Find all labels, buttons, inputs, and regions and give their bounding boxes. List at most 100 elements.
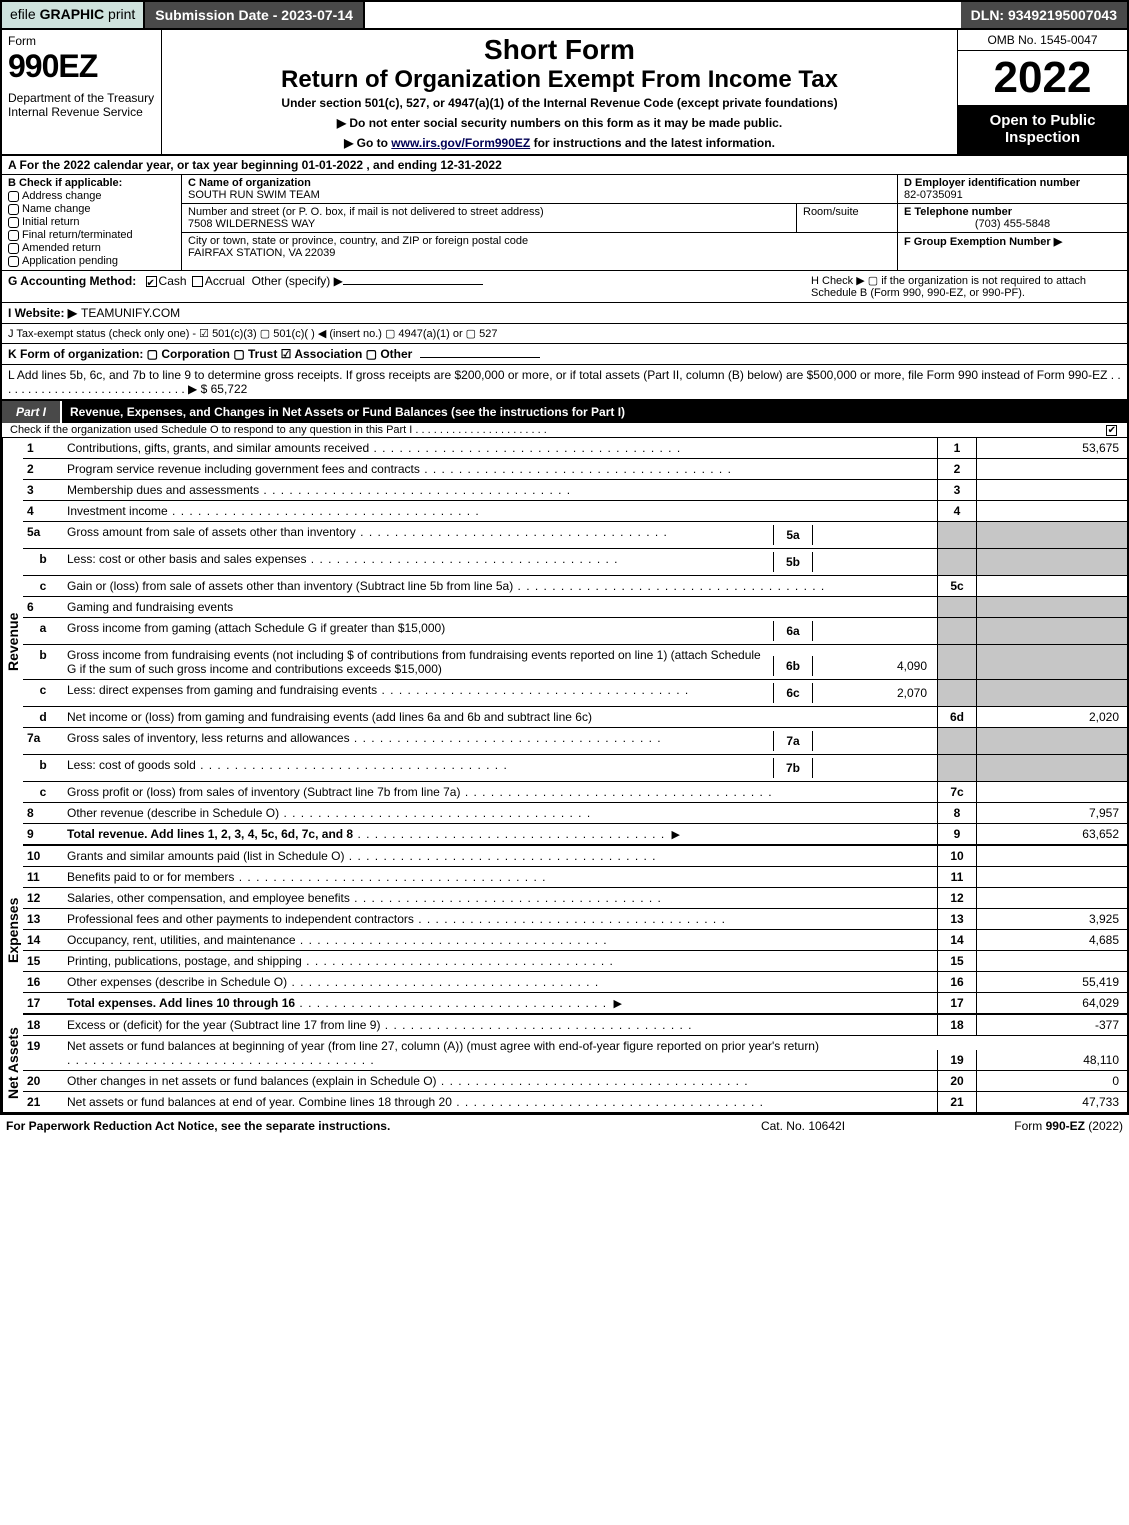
dept-treasury: Department of the Treasury — [8, 91, 155, 105]
e-tel-lbl: E Telephone number — [904, 206, 1012, 218]
omb-number: OMB No. 1545-0047 — [958, 30, 1127, 51]
line-19-amount: 48,110 — [977, 1050, 1127, 1070]
line-13-amount: 3,925 — [977, 909, 1127, 929]
line-6c: c Less: direct expenses from gaming and … — [23, 680, 1127, 707]
line-7b: b Less: cost of goods sold 7b — [23, 755, 1127, 782]
d-ein-lbl: D Employer identification number — [904, 177, 1080, 189]
irs-link[interactable]: www.irs.gov/Form990EZ — [391, 136, 530, 150]
b-initial-return[interactable]: Initial return — [8, 216, 175, 228]
line-6d-amount: 2,020 — [977, 707, 1127, 727]
col-b: B Check if applicable: Address change Na… — [2, 175, 182, 270]
line-g-h: G Accounting Method: Cash Accrual Other … — [0, 271, 1129, 303]
line-11: 11 Benefits paid to or for members 11 — [23, 867, 1127, 888]
under-section: Under section 501(c), 527, or 4947(a)(1)… — [166, 96, 953, 110]
row-a-tax-year: A For the 2022 calendar year, or tax yea… — [0, 156, 1129, 175]
line-20-amount: 0 — [977, 1071, 1127, 1091]
c-city-lbl: City or town, state or province, country… — [188, 235, 528, 247]
header-left: Form 990EZ Department of the Treasury In… — [2, 30, 162, 154]
instr2-pre: ▶ Go to — [344, 136, 391, 150]
topbar-spacer — [365, 2, 961, 28]
f-group-block: F Group Exemption Number ▶ — [898, 233, 1127, 250]
line-16: 16 Other expenses (describe in Schedule … — [23, 972, 1127, 993]
line-1: 1 Contributions, gifts, grants, and simi… — [23, 438, 1127, 459]
c-street: 7508 WILDERNESS WAY — [188, 218, 315, 230]
col-c: C Name of organization SOUTH RUN SWIM TE… — [182, 175, 897, 270]
line-8-amount: 7,957 — [977, 803, 1127, 823]
c-street-lbl: Number and street (or P. O. box, if mail… — [188, 206, 544, 218]
efile-pre: efile — [10, 6, 40, 22]
line-i-website: I Website: ▶TEAMUNIFY.COM — [0, 303, 1129, 324]
line-2: 2 Program service revenue including gove… — [23, 459, 1127, 480]
efile-bold: GRAPHIC — [40, 6, 108, 22]
g-cash-check[interactable] — [146, 276, 157, 287]
c-name-lbl: C Name of organization — [188, 177, 311, 189]
part-1-sub-text: Check if the organization used Schedule … — [10, 424, 1099, 436]
part-1-table: Revenue 1 Contributions, gifts, grants, … — [0, 438, 1129, 1114]
line-17-amount: 64,029 — [977, 993, 1127, 1013]
line-14: 14 Occupancy, rent, utilities, and maint… — [23, 930, 1127, 951]
line-9-amount: 63,652 — [977, 824, 1127, 844]
ssn-warning: ▶ Do not enter social security numbers o… — [166, 116, 953, 130]
tax-year: 2022 — [958, 51, 1127, 106]
efile-graphic-print[interactable]: efile GRAPHIC print — [2, 2, 145, 28]
line-13: 13 Professional fees and other payments … — [23, 909, 1127, 930]
b-application-pending[interactable]: Application pending — [8, 255, 175, 267]
line-8: 8 Other revenue (describe in Schedule O)… — [23, 803, 1127, 824]
instr2-post: for instructions and the latest informat… — [530, 136, 775, 150]
line-6: 6 Gaming and fundraising events — [23, 597, 1127, 618]
form-header: Form 990EZ Department of the Treasury In… — [0, 30, 1129, 156]
line-6a: a Gross income from gaming (attach Sched… — [23, 618, 1127, 645]
d-ein: 82-0735091 — [904, 189, 963, 201]
line-j-tax-exempt: J Tax-exempt status (check only one) - ☑… — [0, 324, 1129, 344]
revenue-side-label: Revenue — [2, 438, 23, 846]
return-title: Return of Organization Exempt From Incom… — [166, 66, 953, 94]
c-street-block: Number and street (or P. O. box, if mail… — [182, 204, 897, 233]
e-tel-block: E Telephone number (703) 455-5848 — [898, 204, 1127, 233]
line-19: 19 Net assets or fund balances at beginn… — [23, 1036, 1127, 1071]
part-1-header: Part I Revenue, Expenses, and Changes in… — [0, 401, 1129, 423]
dln: DLN: 93492195007043 — [961, 2, 1127, 28]
line-5b: b Less: cost or other basis and sales ex… — [23, 549, 1127, 576]
schedule-o-checkbox[interactable] — [1106, 425, 1117, 436]
b-address-change[interactable]: Address change — [8, 190, 175, 202]
submission-date: Submission Date - 2023-07-14 — [145, 2, 365, 28]
section-bcd: B Check if applicable: Address change Na… — [0, 175, 1129, 271]
line-6d: d Net income or (loss) from gaming and f… — [23, 707, 1127, 728]
line-10: 10 Grants and similar amounts paid (list… — [23, 846, 1127, 867]
e-tel: (703) 455-5848 — [904, 218, 1121, 230]
short-form-title: Short Form — [166, 34, 953, 66]
b-amended-return[interactable]: Amended return — [8, 242, 175, 254]
line-7a: 7a Gross sales of inventory, less return… — [23, 728, 1127, 755]
line-k-org-form: K Form of organization: ▢ Corporation ▢ … — [0, 344, 1129, 365]
line-6b: b Gross income from fundraising events (… — [23, 645, 1127, 680]
line-9: 9 Total revenue. Add lines 1, 2, 3, 4, 5… — [23, 824, 1127, 846]
part-1-tab: Part I — [2, 401, 62, 423]
line-17: 17 Total expenses. Add lines 10 through … — [23, 993, 1127, 1015]
b-name-change[interactable]: Name change — [8, 203, 175, 215]
g-accounting: G Accounting Method: Cash Accrual Other … — [8, 274, 791, 299]
c-name-block: C Name of organization SOUTH RUN SWIM TE… — [182, 175, 897, 204]
line-2-amount — [977, 459, 1127, 479]
c-city: FAIRFAX STATION, VA 22039 — [188, 247, 335, 259]
col-def: D Employer identification number 82-0735… — [897, 175, 1127, 270]
c-room-suite: Room/suite — [797, 204, 897, 232]
revenue-block: Revenue 1 Contributions, gifts, grants, … — [2, 438, 1127, 846]
line-21-amount: 47,733 — [977, 1092, 1127, 1112]
line-15: 15 Printing, publications, postage, and … — [23, 951, 1127, 972]
line-18: 18 Excess or (deficit) for the year (Sub… — [23, 1015, 1127, 1036]
d-ein-block: D Employer identification number 82-0735… — [898, 175, 1127, 204]
f-group-lbl: F Group Exemption Number ▶ — [904, 236, 1062, 248]
page-footer: For Paperwork Reduction Act Notice, see … — [0, 1114, 1129, 1137]
line-5c: c Gain or (loss) from sale of assets oth… — [23, 576, 1127, 597]
line-16-amount: 55,419 — [977, 972, 1127, 992]
line-14-amount: 4,685 — [977, 930, 1127, 950]
efile-post: print — [108, 6, 135, 22]
arrow-icon — [669, 827, 683, 841]
g-accrual-check[interactable] — [192, 276, 203, 287]
line-l-gross-receipts: L Add lines 5b, 6c, and 7b to line 9 to … — [0, 365, 1129, 401]
b-title: B Check if applicable: — [8, 177, 175, 189]
b-final-return[interactable]: Final return/terminated — [8, 229, 175, 241]
net-assets-side-label: Net Assets — [2, 1015, 23, 1112]
dept-irs: Internal Revenue Service — [8, 105, 155, 119]
line-6b-value: 4,090 — [813, 656, 933, 676]
